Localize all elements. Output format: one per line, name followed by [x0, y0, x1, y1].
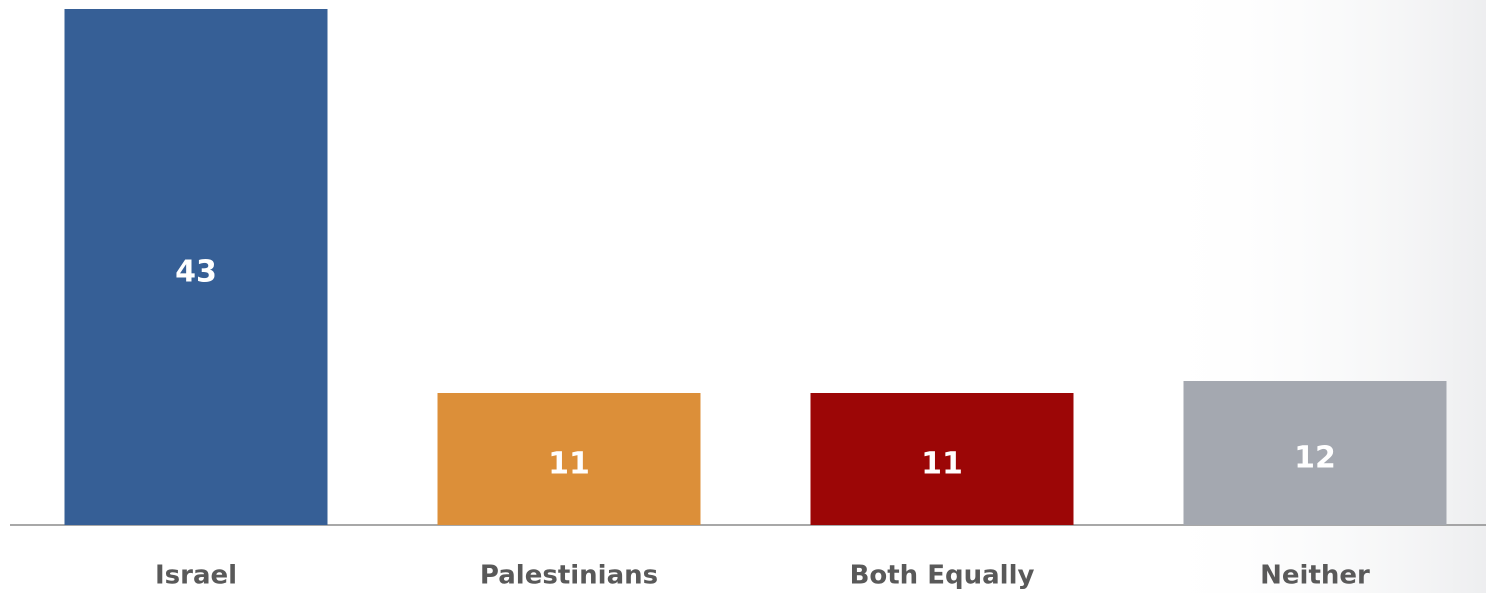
x-tick-label: Palestinians: [480, 561, 658, 591]
x-tick-label: Both Equally: [850, 561, 1035, 591]
x-tick-label: Israel: [155, 561, 237, 591]
bar: [437, 393, 701, 525]
value-label: 12: [1294, 441, 1336, 476]
value-label: 11: [548, 447, 590, 482]
bar: [64, 9, 328, 525]
value-label: 43: [175, 255, 217, 290]
bar: [810, 393, 1074, 525]
value-label: 11: [921, 447, 963, 482]
bar: [1183, 381, 1447, 525]
x-tick-label: Neither: [1260, 561, 1370, 591]
